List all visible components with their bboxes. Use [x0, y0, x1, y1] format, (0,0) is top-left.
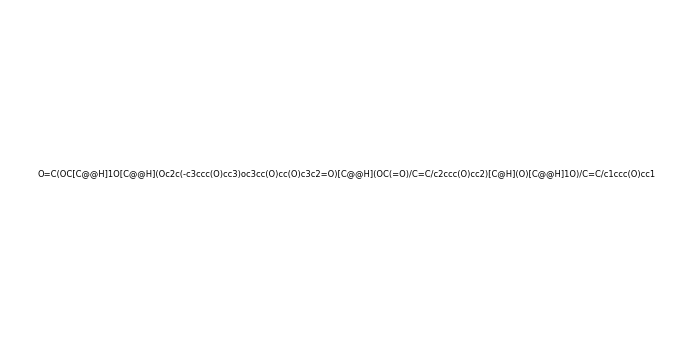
Text: O=C(OC[C@@H]1O[C@@H](Oc2c(-c3ccc(O)cc3)oc3cc(O)cc(O)c3c2=O)[C@@H](OC(=O)/C=C/c2c: O=C(OC[C@@H]1O[C@@H](Oc2c(-c3ccc(O)cc3)o…: [38, 169, 656, 178]
